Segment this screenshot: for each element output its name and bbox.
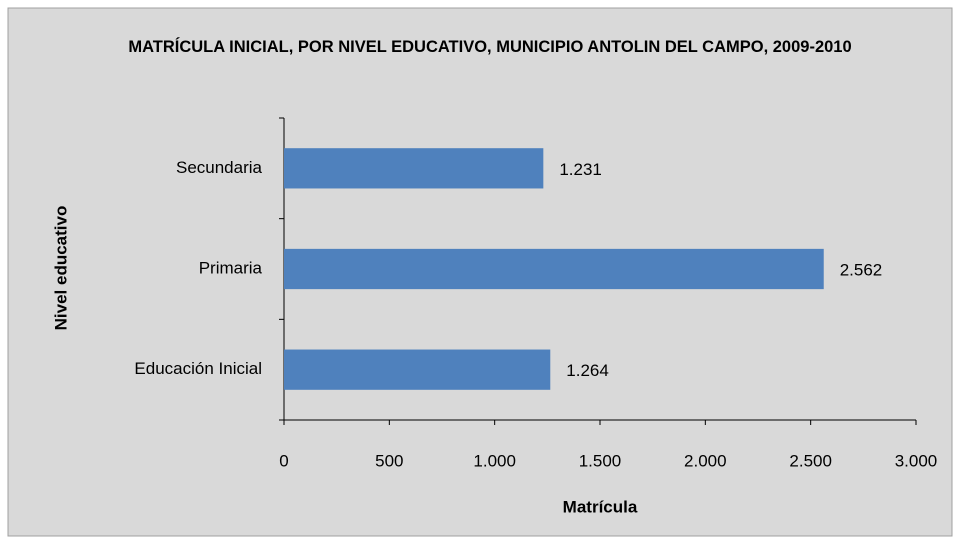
x-tick-label: 500 bbox=[375, 451, 403, 470]
y-tick-label: Secundaria bbox=[176, 158, 263, 177]
value-label: 1.231 bbox=[559, 160, 602, 179]
x-axis-title: Matrícula bbox=[563, 497, 638, 516]
bar bbox=[284, 349, 551, 390]
y-tick-label: Educación Inicial bbox=[134, 359, 262, 378]
x-tick-label: 2.500 bbox=[789, 451, 832, 470]
value-label: 1.264 bbox=[566, 361, 609, 380]
x-tick-label: 3.000 bbox=[895, 451, 938, 470]
x-tick-label: 1.500 bbox=[579, 451, 622, 470]
x-tick-label: 2.000 bbox=[684, 451, 727, 470]
y-tick-label: Primaria bbox=[199, 258, 263, 277]
value-label: 2.562 bbox=[840, 260, 883, 279]
chart-title: MATRÍCULA INICIAL, POR NIVEL EDUCATIVO, … bbox=[128, 38, 852, 56]
y-axis-title: Nivel educativo bbox=[51, 206, 70, 331]
bar bbox=[284, 148, 544, 189]
x-tick-label: 1.000 bbox=[473, 451, 516, 470]
x-tick-label: 0 bbox=[279, 451, 288, 470]
bar bbox=[284, 248, 824, 290]
